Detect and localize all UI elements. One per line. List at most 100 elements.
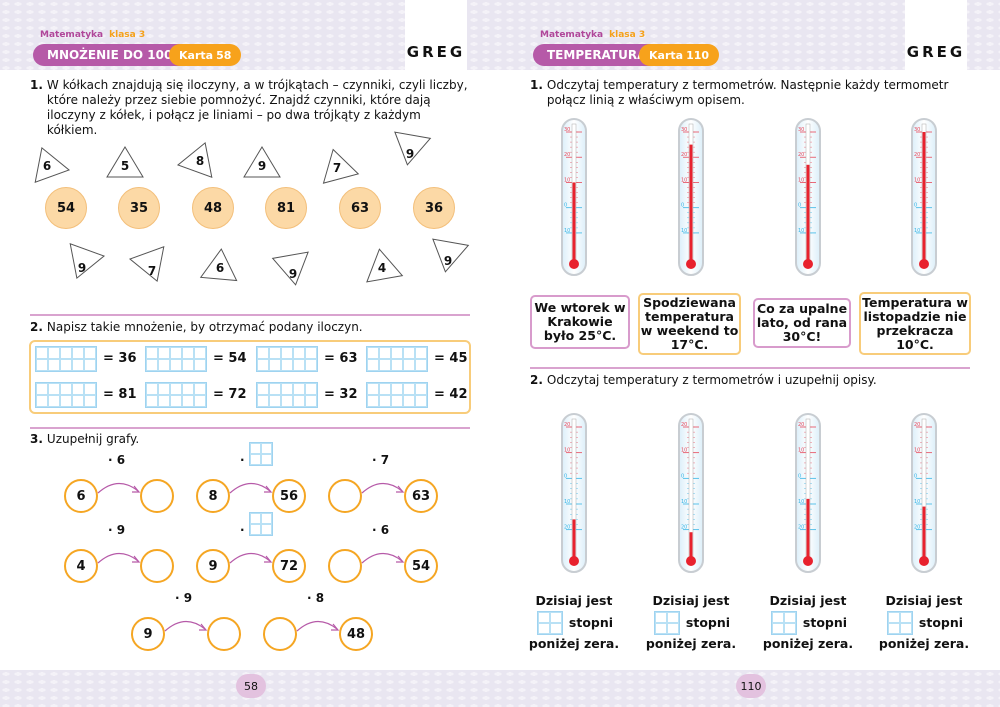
answer-grid[interactable] xyxy=(145,346,207,372)
triangle-factor[interactable]: 9 xyxy=(390,131,432,167)
answer-grid[interactable] xyxy=(35,346,97,372)
triangle-factor[interactable]: 9 xyxy=(62,242,106,281)
arrow-icon xyxy=(96,547,142,567)
arrow-icon xyxy=(228,547,274,567)
greg-logo: GREG xyxy=(405,0,467,70)
multiplier-label: · xyxy=(240,453,245,467)
answer-grid[interactable] xyxy=(887,611,913,635)
label-line2: stopni xyxy=(685,615,731,630)
multiplier-grid[interactable] xyxy=(249,442,273,466)
mercury-level xyxy=(572,519,576,561)
svg-text:30: 30 xyxy=(681,127,687,133)
product-circle[interactable]: 36 xyxy=(413,187,455,229)
product-value: = 45 xyxy=(434,351,468,366)
svg-text:10: 10 xyxy=(681,448,687,454)
svg-text:0: 0 xyxy=(798,203,801,209)
triangle-shape xyxy=(128,245,165,283)
graph-start-circle[interactable] xyxy=(263,617,297,651)
svg-text:20: 20 xyxy=(681,422,687,428)
factor-value: 9 xyxy=(443,254,453,268)
answer-grid[interactable] xyxy=(366,346,428,372)
svg-text:10: 10 xyxy=(564,228,570,234)
product-circle[interactable]: 48 xyxy=(192,187,234,229)
triangle-factor[interactable]: 4 xyxy=(362,247,404,283)
triangle-shape xyxy=(243,146,281,178)
thermometer: 30 20 10 0 10 xyxy=(911,118,937,276)
graph-start-circle[interactable] xyxy=(328,549,362,583)
exercise-2-box xyxy=(29,340,471,414)
label-line1: Dzisiaj jest xyxy=(535,593,613,608)
product-value: = 81 xyxy=(103,387,137,402)
card-badge: Karta 58 xyxy=(169,44,242,66)
thermometer: 30 20 10 0 10 xyxy=(795,118,821,276)
topic-pill: TEMPERATURA Karta 110 xyxy=(533,44,720,66)
svg-text:10: 10 xyxy=(914,228,920,234)
answer-grid[interactable] xyxy=(537,611,563,635)
subject-label: Matematyka klasa 3 xyxy=(540,30,646,40)
graph-start-circle[interactable] xyxy=(328,479,362,513)
svg-text:0: 0 xyxy=(798,473,801,479)
svg-text:10: 10 xyxy=(798,228,804,234)
svg-text:0: 0 xyxy=(681,203,684,209)
triangle-factor[interactable]: 9 xyxy=(242,145,282,179)
triangle-factor[interactable]: 9 xyxy=(271,251,313,287)
description-card[interactable]: We wtorek w Krakowie było 25°C. xyxy=(530,295,630,349)
svg-text:20: 20 xyxy=(914,525,920,531)
label-line2: stopni xyxy=(918,615,964,630)
svg-text:10: 10 xyxy=(798,177,804,183)
graph-start-circle: 8 xyxy=(196,479,230,513)
factor-value: 5 xyxy=(120,159,130,173)
triangle-factor[interactable]: 6 xyxy=(27,145,71,184)
triangle-factor[interactable]: 5 xyxy=(105,145,145,179)
svg-text:10: 10 xyxy=(681,228,687,234)
mercury-level xyxy=(806,164,810,264)
answer-grid[interactable] xyxy=(256,382,318,408)
description-card[interactable]: Temperatura w listopadzie nie przekracza… xyxy=(859,292,971,355)
triangle-factor[interactable]: 7 xyxy=(128,245,172,284)
arrow-icon xyxy=(96,477,142,497)
triangle-factor[interactable]: 7 xyxy=(317,147,360,184)
factor-value: 8 xyxy=(195,154,205,168)
svg-text:10: 10 xyxy=(564,177,570,183)
factor-value: 7 xyxy=(147,264,157,278)
graph-start-circle: 6 xyxy=(64,479,98,513)
graph-end-circle: 63 xyxy=(404,479,438,513)
arrow-icon xyxy=(360,547,406,567)
answer-grid[interactable] xyxy=(145,382,207,408)
product-circle[interactable]: 35 xyxy=(118,187,160,229)
graph-end-circle[interactable] xyxy=(140,479,174,513)
product-value: = 72 xyxy=(213,387,247,402)
exercise-2-instruction: 2. Odczytaj temperatury z termometrów i u… xyxy=(530,373,877,387)
answer-grid[interactable] xyxy=(256,346,318,372)
graph-end-circle: 48 xyxy=(339,617,373,651)
graph-end-circle[interactable] xyxy=(140,549,174,583)
mercury-level xyxy=(572,182,576,264)
product-circle[interactable]: 54 xyxy=(45,187,87,229)
graph-start-circle: 9 xyxy=(196,549,230,583)
svg-text:30: 30 xyxy=(914,127,920,133)
triangle-shape xyxy=(106,146,144,178)
product-circle[interactable]: 81 xyxy=(265,187,307,229)
arrow-icon xyxy=(163,615,209,635)
divider xyxy=(30,427,470,429)
triangle-factor[interactable]: 8 xyxy=(176,140,220,179)
thermometer: 20 10 0 10 20 xyxy=(678,413,704,573)
description-card[interactable]: Co za upalne lato, od rana 30°C! xyxy=(753,298,851,348)
graph-end-circle[interactable] xyxy=(207,617,241,651)
multiplier-label: · 6 xyxy=(108,453,126,467)
svg-text:10: 10 xyxy=(681,499,687,505)
factor-value: 9 xyxy=(77,261,87,275)
multiplier-label: · 9 xyxy=(108,523,126,537)
bulb xyxy=(569,259,579,269)
description-card[interactable]: Spodziewana temperatura w weekend to 17°… xyxy=(638,293,741,355)
answer-grid[interactable] xyxy=(654,611,680,635)
answer-grid[interactable] xyxy=(771,611,797,635)
svg-text:0: 0 xyxy=(564,203,567,209)
answer-grid[interactable] xyxy=(35,382,97,408)
triangle-factor[interactable]: 6 xyxy=(199,247,240,282)
answer-grid[interactable] xyxy=(366,382,428,408)
multiplier-grid[interactable] xyxy=(249,512,273,536)
triangle-factor[interactable]: 9 xyxy=(428,238,470,274)
svg-text:10: 10 xyxy=(914,177,920,183)
product-circle[interactable]: 63 xyxy=(339,187,381,229)
